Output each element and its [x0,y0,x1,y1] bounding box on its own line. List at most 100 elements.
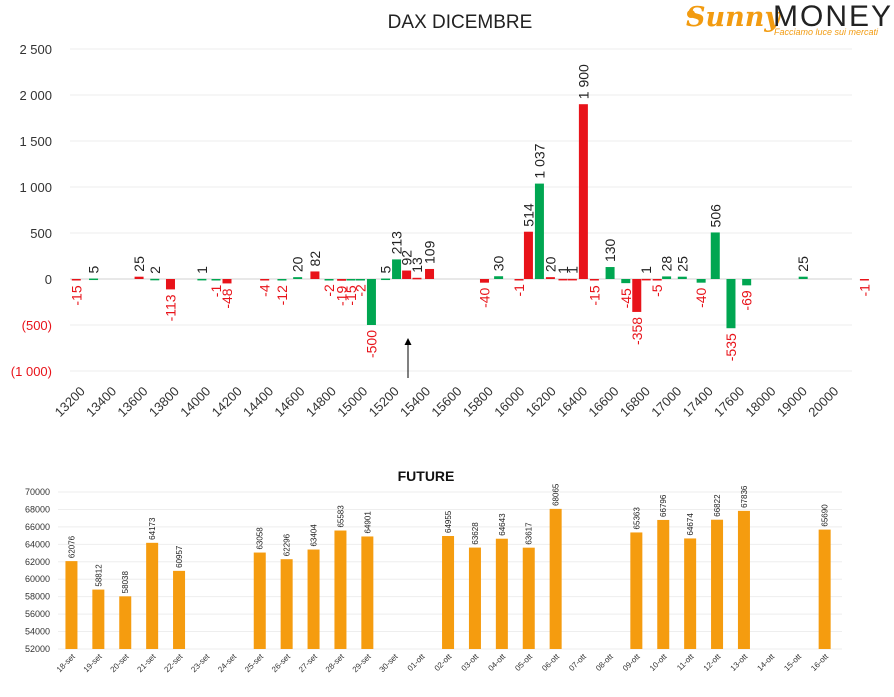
data-label: 25 [674,256,690,272]
x-tick-label: 17400 [680,384,716,420]
data-label: 65363 [632,507,641,530]
data-label: 68065 [552,483,561,506]
bar [523,231,533,279]
bar [578,104,588,279]
x-tick-label: 24-set [216,652,239,675]
bar [277,279,287,281]
x-tick-label: 15400 [397,384,433,420]
bar [346,279,356,281]
x-tick-label: 30-set [378,652,401,675]
data-label: 64173 [148,517,157,540]
bar [197,278,207,281]
bar [253,552,266,649]
bar [621,279,631,284]
data-label: 25 [795,256,811,272]
x-tick-label: 14000 [177,384,213,420]
bar [334,530,347,649]
bar [361,536,374,649]
bar [726,279,736,329]
data-label: 28 [659,256,675,272]
x-tick-label: 23-set [189,652,212,675]
x-tick-label: 19-set [82,652,105,675]
data-label: -1 [208,285,224,298]
bar [150,278,160,281]
bar [280,559,293,649]
data-label: -1 [511,284,527,297]
x-tick-label: 16800 [617,384,653,420]
x-tick-label: 16200 [523,384,559,420]
data-label: 63628 [471,522,480,545]
bar [392,259,402,279]
data-label: 58038 [121,571,130,594]
data-label: 1 [194,266,210,274]
brand-name-money: MONEY [773,0,894,33]
data-label: 20 [542,256,558,272]
y-tick-label: 64000 [25,539,50,549]
x-tick-label: 15600 [428,384,464,420]
data-label: 514 [520,203,536,227]
bar [495,538,508,649]
x-tick-label: 16000 [491,384,527,420]
x-tick-label: 10-ott [648,652,669,673]
bar [310,271,320,279]
x-tick-label: 28-set [324,652,347,675]
x-tick-label: 16400 [554,384,590,420]
x-tick-label: 25-set [243,652,266,675]
x-tick-label: 04-ott [486,652,507,673]
bar [534,183,544,279]
data-label: 506 [707,204,723,228]
bar [165,279,175,290]
y-tick-label: 2 000 [19,88,52,103]
y-tick-label: 52000 [25,644,50,654]
x-tick-label: 06-ott [540,652,561,673]
bar [324,279,334,281]
bar [737,510,750,649]
brand-tagline: Facciamo luce sui mercati [774,27,879,37]
y-tick-label: 54000 [25,627,50,637]
bar [134,276,144,279]
bar [677,276,687,279]
brand-logo: Sunny MONEY Facciamo luce sui mercati [682,0,892,40]
bar [522,547,535,649]
data-label: -40 [693,287,709,307]
data-label: 63617 [525,522,534,545]
y-tick-label: (500) [22,318,52,333]
x-tick-label: 15-ott [782,652,803,673]
bar [742,279,752,286]
data-label: 60957 [175,545,184,568]
data-label: 2 [147,266,163,274]
bar [173,570,186,649]
data-label: -69 [739,290,755,310]
data-label: -45 [618,288,634,308]
x-tick-label: 05-ott [513,652,534,673]
x-tick-label: 14600 [271,384,307,420]
data-label: 64955 [444,510,453,533]
x-tick-label: 15000 [334,384,370,420]
bar [211,279,221,281]
bar [412,277,422,280]
data-label: -48 [219,288,235,308]
data-label: 58812 [94,564,103,587]
x-tick-label: 15800 [460,384,496,420]
bar [222,279,232,284]
y-tick-label: 2 500 [19,42,52,57]
data-label: 66796 [659,494,668,517]
x-tick-label: 02-ott [433,652,454,673]
y-tick-label: 1 500 [19,134,52,149]
x-tick-label: 20-set [109,652,132,675]
bar [402,270,412,279]
x-tick-label: 13800 [146,384,182,420]
data-label: 63404 [310,524,319,547]
bar [549,508,562,649]
y-tick-label: 66000 [25,522,50,532]
data-label: -15 [68,285,84,305]
x-tick-label: 14-ott [755,652,776,673]
x-tick-label: 14400 [240,384,276,420]
y-tick-label: 68000 [25,504,50,514]
x-tick-label: 16-ott [809,652,830,673]
bar [641,278,651,281]
x-tick-label: 14200 [209,384,245,420]
data-label: 82 [307,251,323,267]
bar [859,279,869,281]
